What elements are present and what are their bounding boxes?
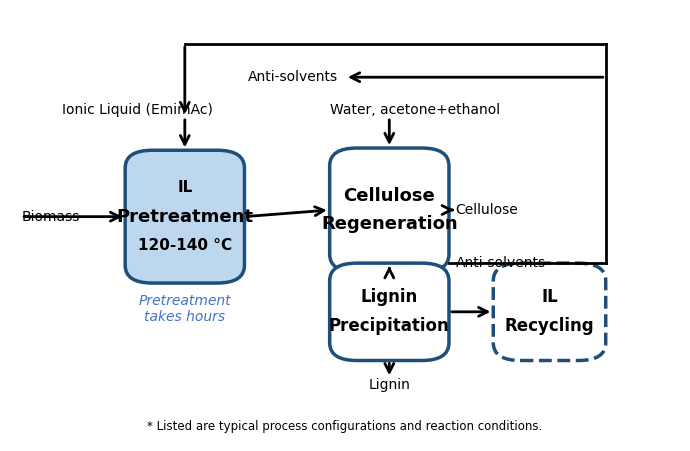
Text: Cellulose: Cellulose xyxy=(455,203,518,217)
FancyBboxPatch shape xyxy=(493,263,606,360)
Text: Biomass: Biomass xyxy=(21,210,79,224)
Text: IL: IL xyxy=(541,289,558,306)
Text: Water, acetone+ethanol: Water, acetone+ethanol xyxy=(330,103,500,117)
Text: IL: IL xyxy=(177,180,193,195)
Text: Ionic Liquid (EmimAc): Ionic Liquid (EmimAc) xyxy=(61,103,213,117)
Text: Regeneration: Regeneration xyxy=(321,216,457,234)
Text: Cellulose: Cellulose xyxy=(344,187,435,205)
Text: Lignin: Lignin xyxy=(368,378,411,392)
Text: * Listed are typical process configurations and reaction conditions.: * Listed are typical process configurati… xyxy=(148,420,542,433)
Text: Pretreatment
takes hours: Pretreatment takes hours xyxy=(139,294,231,324)
FancyBboxPatch shape xyxy=(125,150,244,283)
FancyBboxPatch shape xyxy=(330,148,449,272)
Text: Pretreatment: Pretreatment xyxy=(117,207,253,226)
Text: Anti-solvents: Anti-solvents xyxy=(455,256,546,270)
Text: Anti-solvents: Anti-solvents xyxy=(248,70,338,84)
Text: Recycling: Recycling xyxy=(504,317,594,335)
Text: Precipitation: Precipitation xyxy=(329,317,450,335)
Text: 120-140 °C: 120-140 °C xyxy=(138,238,232,253)
FancyBboxPatch shape xyxy=(330,263,449,360)
Text: Lignin: Lignin xyxy=(361,289,418,306)
